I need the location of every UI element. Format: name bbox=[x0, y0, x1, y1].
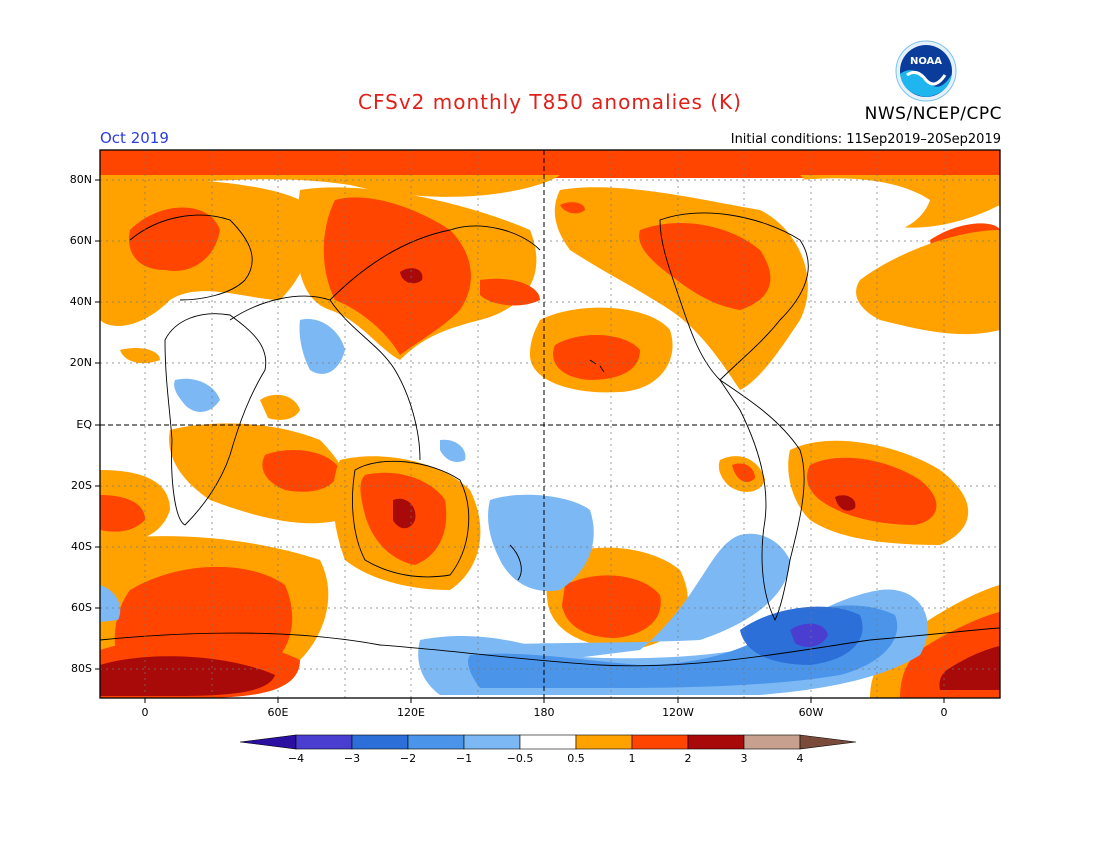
lon-label: 0 bbox=[141, 706, 149, 719]
colorbar-bin bbox=[575, 734, 633, 750]
colorbar-bin bbox=[351, 734, 409, 750]
colorbar-below-min bbox=[239, 734, 297, 750]
colorbar-label: 4 bbox=[796, 752, 804, 765]
colorbar-bin bbox=[295, 734, 353, 750]
colorbar-label: −1 bbox=[455, 752, 473, 765]
colorbar-bin bbox=[407, 734, 465, 750]
lat-label: 20S bbox=[71, 479, 92, 492]
map-frame bbox=[99, 149, 1001, 699]
lon-label: 120E bbox=[397, 706, 425, 719]
lon-label: 60W bbox=[798, 706, 824, 719]
anomaly-field bbox=[100, 150, 1000, 698]
colorbar-bin bbox=[463, 734, 521, 750]
colorbar-label: −0.5 bbox=[506, 752, 534, 765]
noaa-logo: NOAA bbox=[895, 40, 957, 102]
lon-label: 60E bbox=[267, 706, 289, 719]
coastlines bbox=[100, 212, 1000, 667]
lat-label: 60S bbox=[71, 601, 92, 614]
colorbar-label: −3 bbox=[343, 752, 361, 765]
colorbar-above-max bbox=[799, 734, 857, 750]
colorbar-bin bbox=[687, 734, 745, 750]
lat-label: 60N bbox=[69, 234, 92, 247]
axis-ticks bbox=[95, 179, 945, 703]
colorbar bbox=[239, 734, 857, 750]
lat-label: 20N bbox=[69, 356, 92, 369]
initial-conditions: Initial conditions: 11Sep2019–20Sep2019 bbox=[730, 132, 1001, 147]
lon-label: 180 bbox=[533, 706, 555, 719]
colorbar-bin bbox=[519, 734, 577, 750]
colorbar-label: −2 bbox=[399, 752, 417, 765]
colorbar-label: 3 bbox=[740, 752, 748, 765]
lon-label: 0 bbox=[940, 706, 948, 719]
colorbar-label: 1 bbox=[628, 752, 636, 765]
colorbar-label: −4 bbox=[287, 752, 305, 765]
lat-label: 40S bbox=[71, 540, 92, 553]
lat-label: 80N bbox=[69, 173, 92, 186]
lat-label: 80S bbox=[71, 662, 92, 675]
lat-label: EQ bbox=[76, 418, 92, 431]
colorbar-bin bbox=[743, 734, 801, 750]
logo-text: NOAA bbox=[910, 56, 942, 67]
colorbar-label: 0.5 bbox=[567, 752, 585, 765]
forecast-month: Oct 2019 bbox=[100, 129, 169, 147]
colorbar-label: 2 bbox=[684, 752, 692, 765]
lon-label: 120W bbox=[662, 706, 694, 719]
agency-label: NWS/NCEP/CPC bbox=[864, 104, 1002, 124]
lat-label: 40N bbox=[69, 295, 92, 308]
colorbar-bin bbox=[631, 734, 689, 750]
map-title: CFSv2 monthly T850 anomalies (K) bbox=[358, 90, 742, 114]
grid-lines bbox=[100, 150, 1000, 698]
